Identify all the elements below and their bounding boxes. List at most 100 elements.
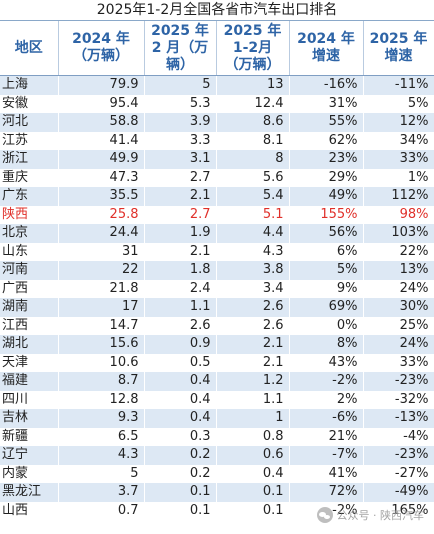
table-row: 江西 14.7 2.6 2.6 0% 25% <box>0 316 434 335</box>
cell-growth-2024: -16% <box>289 75 364 95</box>
cell-region: 内蒙 <box>0 464 59 483</box>
cell-growth-2025: -13% <box>363 409 434 428</box>
cell-region: 福建 <box>0 372 59 391</box>
cell-volume-2024: 41.4 <box>58 131 145 150</box>
cell-volume-2025-feb: 1.9 <box>144 224 217 243</box>
cell-volume-2025-jan-feb: 8.6 <box>216 113 290 132</box>
cell-growth-2024: 0% <box>289 316 364 335</box>
cell-growth-2025: 22% <box>363 242 434 261</box>
cell-growth-2024: 8% <box>289 335 364 354</box>
cell-volume-2025-jan-feb: 0.1 <box>216 483 290 502</box>
table-row: 北京 24.4 1.9 4.4 56% 103% <box>0 224 434 243</box>
cell-volume-2024: 31 <box>58 242 145 261</box>
table-title: 2025年1-2月全国各省市汽车出口排名 <box>0 0 434 21</box>
cell-volume-2024: 95.4 <box>58 94 145 113</box>
cell-growth-2024: 55% <box>289 113 364 132</box>
cell-volume-2025-feb: 2.7 <box>144 168 217 187</box>
header-2024-volume: 2024 年 （万辆） <box>58 21 145 76</box>
cell-volume-2024: 8.7 <box>58 372 145 391</box>
cell-region: 陕西 <box>0 205 59 224</box>
cell-volume-2025-feb: 0.2 <box>144 464 217 483</box>
cell-region: 安徽 <box>0 94 59 113</box>
table-row: 河北 58.8 3.9 8.6 55% 12% <box>0 113 434 132</box>
cell-growth-2024: 155% <box>289 205 364 224</box>
cell-volume-2024: 3.7 <box>58 483 145 502</box>
cell-region: 湖南 <box>0 298 59 317</box>
cell-growth-2024: 2% <box>289 390 364 409</box>
cell-volume-2025-jan-feb: 0.1 <box>216 501 290 520</box>
table-row: 陕西 25.8 2.7 5.1 155% 98% <box>0 205 434 224</box>
cell-region: 河南 <box>0 261 59 280</box>
cell-growth-2025: 34% <box>363 131 434 150</box>
cell-region: 山西 <box>0 501 59 520</box>
cell-volume-2025-feb: 2.1 <box>144 242 217 261</box>
cell-volume-2025-jan-feb: 2.6 <box>216 316 290 335</box>
cell-volume-2025-jan-feb: 2.1 <box>216 353 290 372</box>
cell-growth-2025: 24% <box>363 335 434 354</box>
cell-volume-2025-feb: 0.1 <box>144 483 217 502</box>
table-row: 安徽 95.4 5.3 12.4 31% 5% <box>0 94 434 113</box>
cell-growth-2025: -4% <box>363 427 434 446</box>
cell-growth-2024: 9% <box>289 279 364 298</box>
cell-volume-2025-feb: 3.9 <box>144 113 217 132</box>
cell-region: 重庆 <box>0 168 59 187</box>
cell-volume-2025-jan-feb: 3.8 <box>216 261 290 280</box>
watermark-text: 公众号 · 陕西汽车 <box>336 509 425 522</box>
export-ranking-table: 地区 2024 年 （万辆） 2025 年 2 月（万 辆） 2025 年 1-… <box>0 21 434 520</box>
cell-volume-2025-feb: 1.8 <box>144 261 217 280</box>
cell-volume-2024: 0.7 <box>58 501 145 520</box>
header-2025-feb-volume: 2025 年 2 月（万 辆） <box>144 21 217 76</box>
table-row: 黑龙江 3.7 0.1 0.1 72% -49% <box>0 483 434 502</box>
cell-growth-2025: 33% <box>363 353 434 372</box>
header-region: 地区 <box>0 21 59 76</box>
header-2025-jan-feb-volume: 2025 年 1-2月 （万辆） <box>216 21 290 76</box>
cell-region: 上海 <box>0 75 59 95</box>
cell-growth-2025: 13% <box>363 261 434 280</box>
cell-volume-2025-jan-feb: 0.8 <box>216 427 290 446</box>
cell-volume-2025-jan-feb: 0.6 <box>216 446 290 465</box>
cell-region: 四川 <box>0 390 59 409</box>
cell-volume-2024: 21.8 <box>58 279 145 298</box>
cell-growth-2025: -23% <box>363 446 434 465</box>
cell-volume-2025-jan-feb: 2.6 <box>216 298 290 317</box>
cell-growth-2025: 112% <box>363 187 434 206</box>
cell-volume-2025-feb: 0.3 <box>144 427 217 446</box>
cell-volume-2025-feb: 0.4 <box>144 372 217 391</box>
cell-region: 辽宁 <box>0 446 59 465</box>
cell-growth-2024: 5% <box>289 261 364 280</box>
cell-growth-2025: 5% <box>363 94 434 113</box>
table-row: 浙江 49.9 3.1 8 23% 33% <box>0 150 434 169</box>
cell-volume-2025-feb: 0.5 <box>144 353 217 372</box>
cell-volume-2024: 22 <box>58 261 145 280</box>
table-body: 上海 79.9 5 13 -16% -11% 安徽 95.4 5.3 12.4 31% 5% 河北 58.… <box>0 75 434 520</box>
header-row: 地区 2024 年 （万辆） 2025 年 2 月（万 辆） 2025 年 1-… <box>0 21 434 76</box>
cell-volume-2024: 24.4 <box>58 224 145 243</box>
cell-volume-2025-jan-feb: 12.4 <box>216 94 290 113</box>
cell-growth-2025: 1% <box>363 168 434 187</box>
cell-growth-2024: 56% <box>289 224 364 243</box>
cell-volume-2024: 25.8 <box>58 205 145 224</box>
table-row: 辽宁 4.3 0.2 0.6 -7% -23% <box>0 446 434 465</box>
cell-volume-2025-feb: 0.2 <box>144 446 217 465</box>
cell-volume-2024: 49.9 <box>58 150 145 169</box>
header-2024-growth: 2024 年 增速 <box>289 21 364 76</box>
cell-region: 天津 <box>0 353 59 372</box>
cell-growth-2024: 41% <box>289 464 364 483</box>
cell-growth-2024: -7% <box>289 446 364 465</box>
cell-region: 黑龙江 <box>0 483 59 502</box>
cell-growth-2024: 43% <box>289 353 364 372</box>
cell-region: 北京 <box>0 224 59 243</box>
cell-volume-2025-jan-feb: 5.1 <box>216 205 290 224</box>
cell-volume-2025-jan-feb: 2.1 <box>216 335 290 354</box>
table-row: 河南 22 1.8 3.8 5% 13% <box>0 261 434 280</box>
cell-volume-2025-feb: 5.3 <box>144 94 217 113</box>
table-row: 上海 79.9 5 13 -16% -11% <box>0 75 434 95</box>
cell-growth-2025: -49% <box>363 483 434 502</box>
table-row: 湖北 15.6 0.9 2.1 8% 24% <box>0 335 434 354</box>
cell-volume-2024: 6.5 <box>58 427 145 446</box>
cell-region: 新疆 <box>0 427 59 446</box>
cell-volume-2024: 4.3 <box>58 446 145 465</box>
cell-growth-2024: 69% <box>289 298 364 317</box>
cell-volume-2025-jan-feb: 1.2 <box>216 372 290 391</box>
